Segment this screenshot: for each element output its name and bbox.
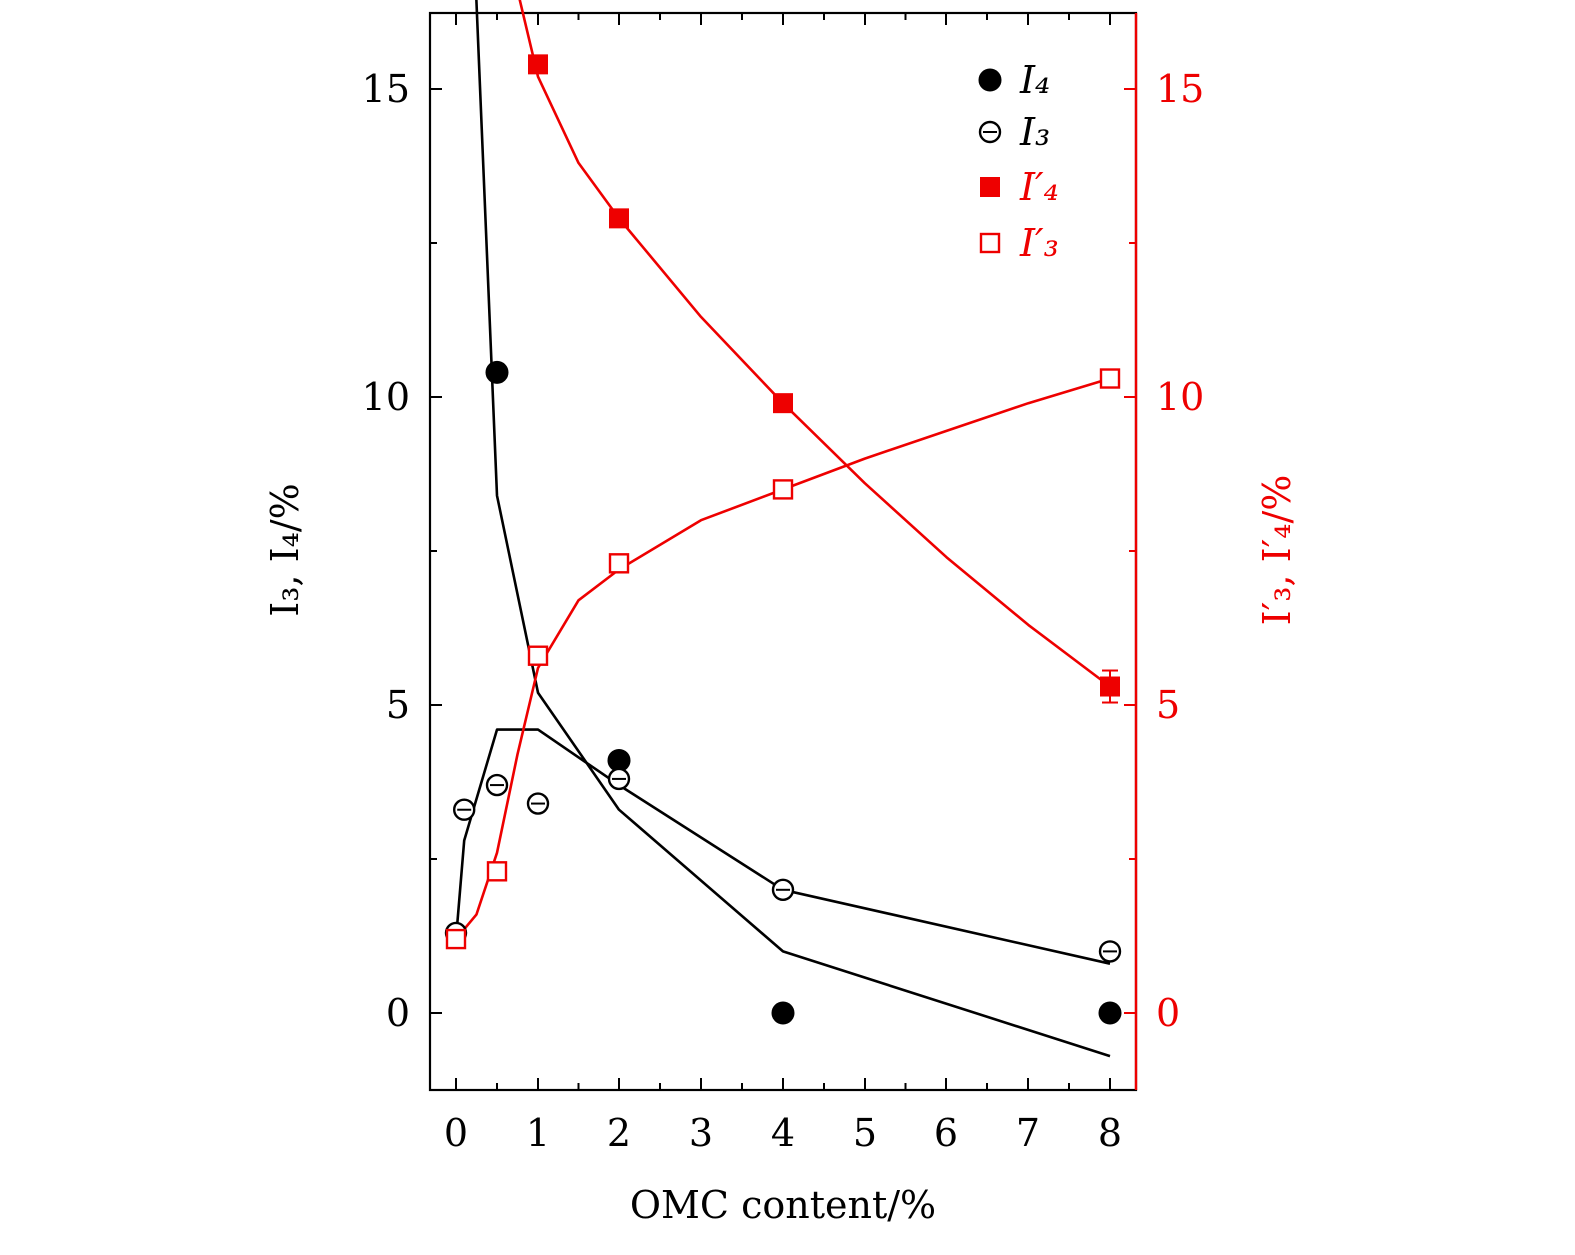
legend-marker [978, 68, 1002, 92]
fit-line-3 [518, 0, 1111, 688]
x-tick-label: 0 [444, 1111, 468, 1155]
legend-marker [979, 232, 1001, 254]
series-1-point [771, 1001, 795, 1025]
series-3-point [773, 393, 793, 414]
series-3-point [609, 208, 629, 229]
legend-label: I₄ [1019, 58, 1050, 102]
series-3-point [528, 54, 548, 75]
legend: I₄ I₃ I′₄ I′₃ [978, 58, 1059, 265]
legend-label: I′₄ [1019, 165, 1059, 209]
series-2-point [771, 878, 795, 901]
left-tick-label: 10 [362, 375, 410, 419]
series-1-point [1098, 1001, 1122, 1025]
x-tick-label: 5 [853, 1111, 877, 1155]
right-tick-label: 0 [1156, 991, 1180, 1035]
legend-marker [980, 177, 1000, 197]
x-tick-label: 7 [1016, 1111, 1040, 1155]
data-points [444, 54, 1122, 1025]
left-tick-label: 5 [386, 683, 410, 727]
right-tick-label: 5 [1156, 683, 1180, 727]
legend-label: I₃ [1019, 110, 1050, 154]
series-2-point [526, 792, 550, 815]
fit-line-2 [454, 728, 1111, 965]
x-tick-label: 6 [934, 1111, 958, 1155]
right-tick-label: 15 [1156, 67, 1204, 111]
left-axis-title: I₃, I₄/% [263, 483, 307, 617]
right-axis-title: I′₃, I′₄/% [1255, 475, 1299, 626]
x-tick-label: 1 [526, 1111, 550, 1155]
x-tick-label: 4 [771, 1111, 795, 1155]
series-2-point [453, 798, 476, 821]
series-4-point [445, 928, 467, 950]
series-2-point [485, 773, 509, 797]
x-tick-label: 8 [1098, 1111, 1122, 1155]
fit-line-1 [475, 0, 1111, 1058]
series-4-point [772, 479, 794, 500]
series-4-point [1099, 368, 1121, 389]
left-tick-label: 0 [386, 991, 410, 1035]
x-tick-label: 3 [689, 1111, 713, 1155]
x-axis-title: OMC content/% [630, 1183, 936, 1227]
series-4-point [608, 553, 630, 574]
axes-layer: 005510101515202025253030012345678 [362, 13, 1204, 1155]
series-4-point [527, 645, 549, 666]
series-2-point [607, 767, 631, 791]
left-tick-label: 15 [362, 67, 410, 111]
legend-marker [978, 120, 1002, 144]
x-tick-label: 2 [607, 1111, 631, 1155]
series-2-point [1098, 940, 1122, 963]
fit-line-4 [454, 377, 1111, 940]
right-tick-label: 10 [1156, 375, 1204, 419]
series-1-point [485, 360, 509, 384]
legend-label: I′₃ [1019, 221, 1059, 265]
series-4-point [486, 861, 508, 882]
